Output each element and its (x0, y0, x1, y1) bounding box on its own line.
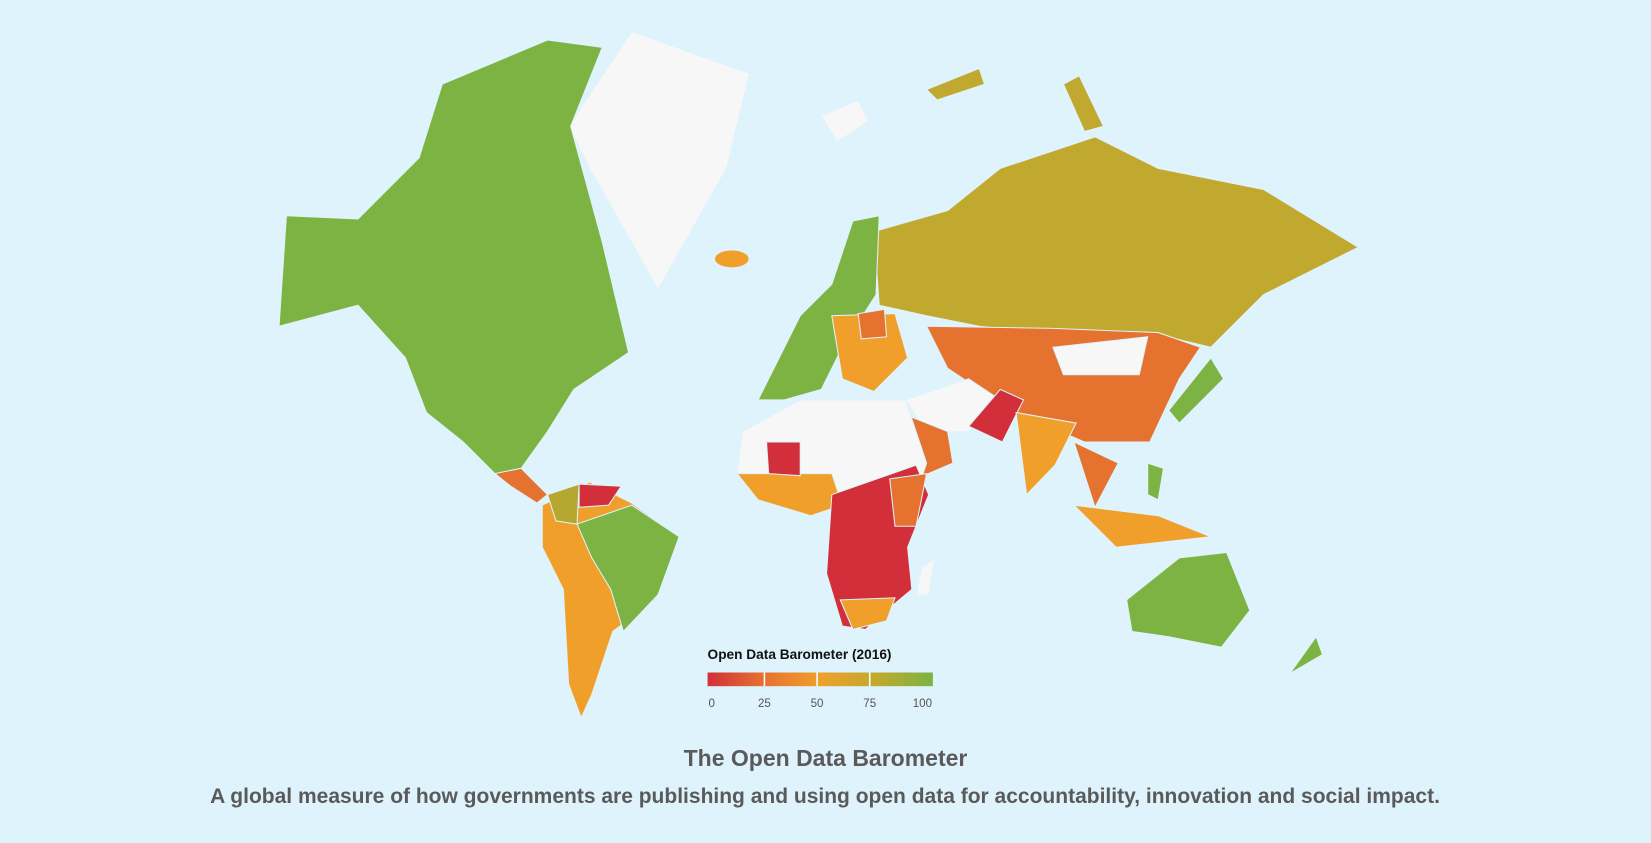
western-europe (757, 215, 880, 401)
countries (278, 30, 1360, 720)
subtitle: A global measure of how governments are … (210, 785, 1440, 808)
legend-tick-label: 100 (913, 698, 932, 710)
brazil (576, 504, 680, 633)
mali (765, 441, 801, 477)
venezuela (578, 483, 623, 508)
madagascar (915, 556, 936, 597)
legend-tick-label: 0 (709, 698, 715, 710)
east-africa (889, 472, 928, 527)
legend-tick-label: 50 (811, 698, 824, 710)
greenland (567, 30, 751, 291)
ukraine (857, 308, 888, 340)
australia (1126, 551, 1251, 648)
title: The Open Data Barometer (683, 745, 968, 771)
india (1015, 411, 1077, 496)
legend-color-bar (707, 672, 933, 687)
legend-tick-label: 25 (758, 698, 771, 710)
legend: Open Data Barometer (2016) 0 25 50 75 100 (707, 647, 933, 710)
indonesia (1072, 504, 1212, 548)
north-america (278, 39, 630, 475)
arctic-islands (925, 67, 986, 101)
mongolia (1052, 336, 1149, 376)
russia (873, 136, 1360, 348)
japan (1168, 356, 1225, 424)
west-africa (735, 473, 844, 517)
south-africa (839, 597, 896, 630)
colombia (546, 483, 580, 525)
iceland (714, 250, 749, 268)
philippines (1147, 462, 1165, 501)
pakistan (967, 388, 1025, 443)
novaya-zemlya (1062, 75, 1105, 133)
southeast-asia (1073, 441, 1119, 509)
legend-title: Open Data Barometer (2016) (708, 647, 892, 662)
new-zealand (1289, 635, 1324, 675)
legend-tick-label: 75 (863, 698, 876, 710)
central-america (493, 467, 549, 504)
svalbard (820, 99, 870, 143)
